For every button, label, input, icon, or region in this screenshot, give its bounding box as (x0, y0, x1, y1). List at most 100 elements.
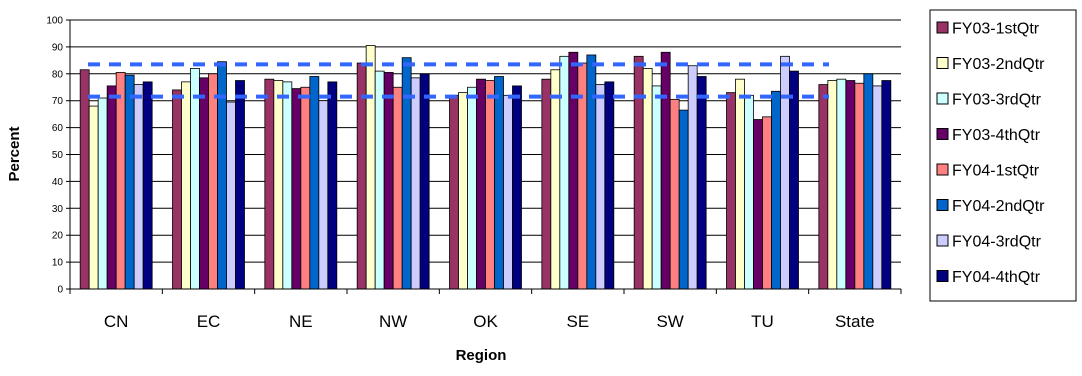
bar (836, 78, 847, 290)
bar (133, 84, 144, 290)
bar (678, 109, 689, 290)
bar (642, 68, 653, 290)
legend-label: FY04-4thQtr (952, 269, 1041, 286)
legend-label: FY03-4thQtr (952, 127, 1041, 144)
bar (291, 88, 302, 290)
bar (300, 86, 311, 290)
legend-swatch (936, 234, 949, 247)
bar (88, 105, 99, 290)
bar (115, 72, 126, 290)
bar (827, 80, 838, 290)
bar (863, 73, 874, 290)
bar (503, 94, 513, 290)
bar (854, 82, 865, 290)
legend-swatch (936, 128, 949, 140)
y-tick-label: 10 (52, 258, 64, 269)
legend-label: FY04-2ndQtr (952, 198, 1045, 215)
bar (595, 84, 606, 290)
bar (789, 70, 799, 290)
bar (818, 84, 829, 290)
x-tick-label: NW (379, 312, 407, 331)
bar (568, 51, 579, 290)
bar (735, 78, 745, 290)
bar (235, 80, 245, 290)
bar (410, 77, 421, 290)
legend-box (929, 9, 1077, 302)
x-tick-label: SE (566, 312, 589, 331)
x-tick-label: EC (197, 312, 221, 331)
reference-lines (88, 62, 829, 99)
bar (726, 92, 736, 290)
legend-label: FY03-1stQtr (952, 21, 1040, 38)
y-tick-label: 40 (52, 177, 64, 188)
bar (106, 85, 117, 290)
legend-label: FY03-3rdQtr (952, 92, 1042, 109)
legend: FY03-1stQtr FY03-2ndQtr FY03-3rdQtr FY03-4t… (929, 9, 1077, 302)
legend-swatch (936, 21, 949, 34)
legend-swatch (936, 92, 949, 105)
legend-label: FY04-1stQtr (952, 163, 1040, 180)
y-tick-label: 20 (52, 231, 64, 242)
bar (845, 80, 856, 290)
bar (449, 94, 459, 290)
bar (79, 69, 90, 290)
bar (282, 81, 293, 290)
bar (744, 94, 754, 290)
bar (512, 85, 522, 290)
bar (467, 86, 477, 290)
bar (199, 77, 209, 290)
bar (226, 101, 236, 290)
y-tick-label: 0 (57, 285, 63, 296)
legend-swatch (936, 163, 949, 176)
y-tick-label: 50 (52, 150, 64, 161)
y-tick-label: 100 (46, 16, 63, 27)
x-tick-label: CN (104, 312, 129, 331)
x-tick-label: TU (751, 312, 774, 331)
y-tick-label: 60 (52, 123, 64, 134)
bar (318, 100, 329, 290)
legend-swatch (936, 270, 949, 282)
bar (541, 78, 552, 290)
bar (208, 73, 218, 290)
y-tick-label: 80 (52, 69, 64, 80)
bar (124, 74, 135, 290)
bar (494, 76, 504, 290)
legend-label: FY04-3rdQtr (952, 234, 1042, 251)
bar (190, 68, 200, 290)
bar (633, 55, 644, 290)
bar (696, 76, 707, 290)
bar (771, 90, 781, 290)
bar (264, 78, 275, 290)
bar (550, 69, 561, 290)
y-tick-label: 70 (52, 96, 64, 107)
bar (476, 78, 486, 290)
bar (872, 85, 883, 290)
legend-label: FY03-2ndQtr (952, 56, 1045, 73)
bar (881, 80, 892, 290)
bar (181, 81, 191, 290)
bar (401, 57, 412, 290)
legend-swatch (936, 199, 949, 211)
bar (383, 72, 394, 290)
x-tick-label: NE (289, 312, 313, 331)
bar (559, 55, 570, 290)
bar (142, 81, 153, 290)
bar (780, 55, 790, 290)
bar (327, 81, 338, 290)
bar (485, 80, 495, 290)
x-tick-label: State (835, 312, 875, 331)
axes-group: 0 10 20 30 40 50 60 70 80 90 100 CN EC NE NW OK SE SW TU St… (46, 16, 902, 331)
bar (762, 116, 772, 290)
bar (458, 92, 468, 290)
bar (374, 70, 385, 290)
bar (687, 65, 698, 290)
y-tick-label: 30 (52, 204, 64, 215)
bar (392, 86, 403, 290)
bar (669, 98, 680, 290)
bar (586, 54, 597, 290)
bar (365, 45, 376, 290)
y-axis-title: Percent (6, 126, 23, 181)
bar (172, 89, 182, 290)
